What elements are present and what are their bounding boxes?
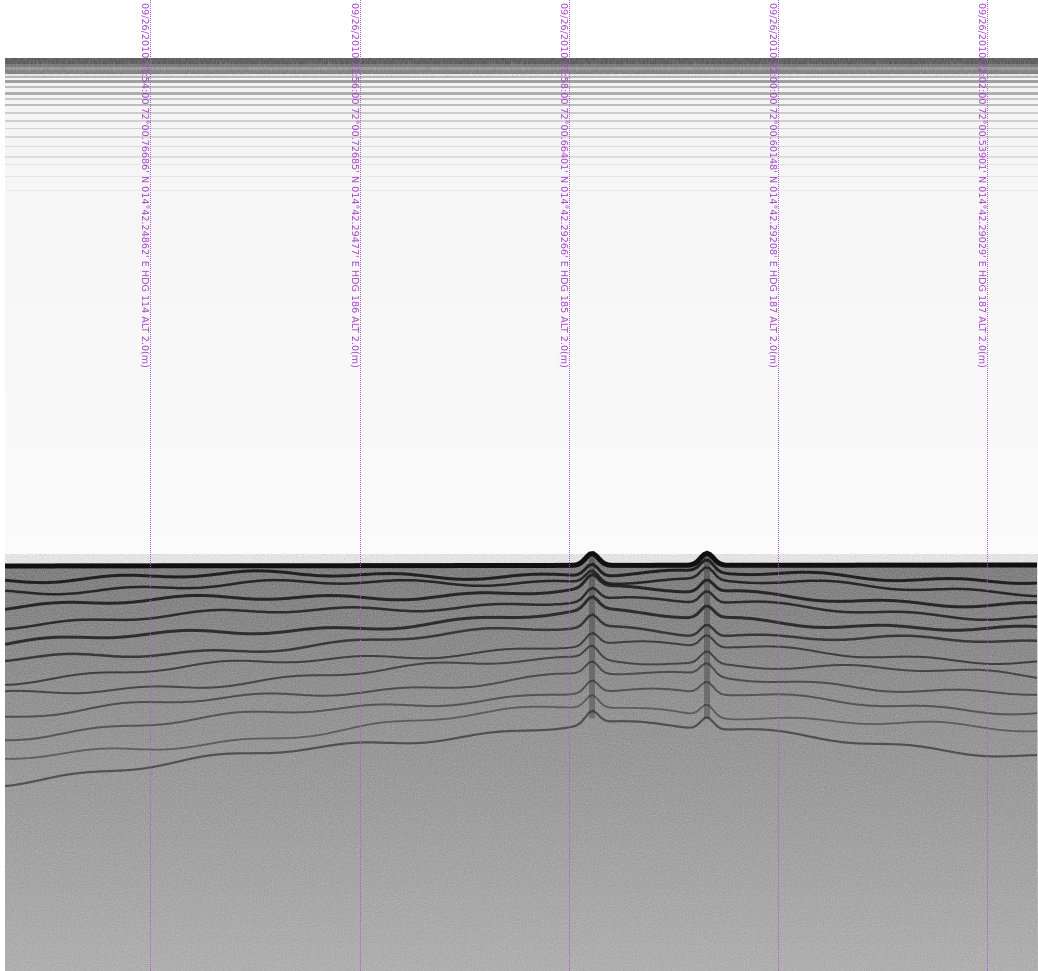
reverb-stripe xyxy=(5,98,1038,100)
fix-label: 09/26/2010 21:56:00 72°00.72685' N 014°4… xyxy=(349,3,360,368)
reverb-stripe xyxy=(5,104,1038,106)
fix-label: 09/26/2010 21:54:00 72°00.76686' N 014°4… xyxy=(139,3,150,368)
surface-reverberation xyxy=(5,58,1038,191)
reverb-stripe xyxy=(5,86,1038,88)
sediment-reflector xyxy=(4,558,1038,585)
sediment-reflector xyxy=(4,586,1038,631)
sediment-layers xyxy=(4,553,1038,971)
sediment-reflector xyxy=(4,709,1038,788)
fix-line xyxy=(150,0,151,971)
fix-label: 09/26/2010 22:00:00 72°00.60148' N 014°4… xyxy=(767,3,778,368)
seabed-reflector xyxy=(5,550,1037,569)
sediment-reflector xyxy=(4,644,1038,695)
sediment-reflector xyxy=(5,660,1038,718)
sediment-reflector xyxy=(5,679,1038,742)
peak-streak xyxy=(704,553,710,719)
fix-line xyxy=(360,0,361,971)
water-column xyxy=(5,58,1038,568)
sediment-reflector xyxy=(4,595,1038,646)
reverb-stripe xyxy=(5,164,1038,165)
fix-line xyxy=(778,0,779,971)
sediment-reflector xyxy=(4,613,1038,663)
reverb-stripe xyxy=(5,112,1038,114)
sediment-reflector xyxy=(4,572,1038,611)
fix-line xyxy=(569,0,570,971)
fix-label: 09/26/2010 22:02:00 72°00.53901' N 014°4… xyxy=(976,3,987,368)
image-margin xyxy=(0,0,5,971)
reverb-stripe xyxy=(5,120,1038,122)
reverb-stripe xyxy=(5,136,1038,138)
reverb-grain xyxy=(5,58,1038,78)
fix-label: 09/26/2010 21:58:00 72°00.66401' N 014°4… xyxy=(558,3,569,368)
fix-line xyxy=(987,0,988,971)
sediment-reflector xyxy=(5,694,1037,760)
reverb-stripe xyxy=(5,176,1038,177)
sediment-grain xyxy=(5,554,1038,971)
sediment-reflector xyxy=(4,566,1038,598)
reverb-stripe xyxy=(5,156,1038,158)
peak-streak xyxy=(589,553,595,719)
sediment-reflector xyxy=(4,631,1038,686)
reverb-stripe xyxy=(5,190,1038,191)
reverb-stripe xyxy=(5,92,1038,95)
reverb-stripe xyxy=(5,128,1038,129)
reverb-stripe xyxy=(5,80,1038,83)
reverb-stripe xyxy=(5,146,1038,147)
